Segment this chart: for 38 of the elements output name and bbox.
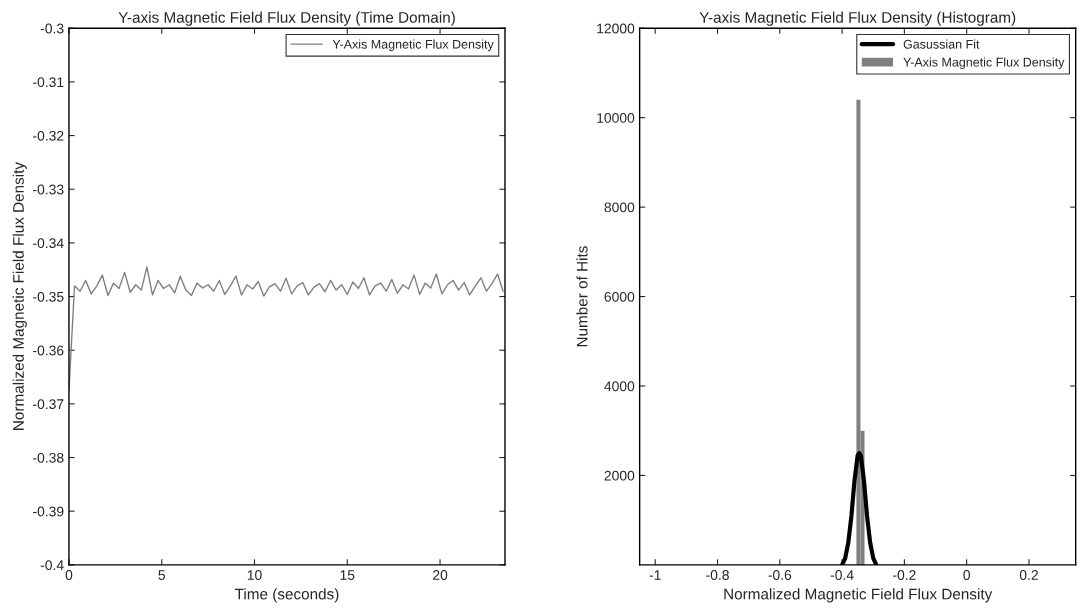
y-tick-label: -0.36	[33, 345, 64, 356]
x-tick-label: -0.4	[830, 570, 854, 580]
x-tick-label: -0.8	[706, 570, 729, 580]
chart-title: Y-axis Magnetic Field Flux Density (Time Domain)	[118, 11, 455, 26]
x-tick-label: 0.2	[1019, 570, 1038, 580]
x-tick-label: 0	[65, 570, 73, 580]
x-tick-label: 20	[433, 570, 448, 580]
y-tick-label: -0.35	[33, 291, 64, 302]
y-tick-label: -0.32	[33, 130, 64, 141]
x-axis-title: Normalized Magnetic Field Flux Density	[724, 588, 993, 603]
y-tick-label: -0.3	[40, 23, 64, 34]
y-tick-label: 10000	[597, 113, 635, 123]
y-tick-label: -0.33	[33, 184, 64, 195]
x-tick-label: 15	[340, 570, 355, 580]
x-tick-label: 10	[247, 570, 262, 580]
y-axis-title: Normalized Magnetic Field Flux Density	[12, 162, 27, 430]
y-tick-label: 8000	[604, 202, 635, 213]
x-tick-label: 0	[963, 570, 970, 580]
y-tick-label: -0.39	[33, 506, 64, 517]
y-tick-label: -0.31	[33, 77, 64, 88]
y-tick-label: 2000	[604, 470, 635, 481]
y-tick-label: -0.37	[33, 399, 64, 410]
y-tick-label: -0.38	[33, 452, 64, 463]
legend-label: Y-Axis Magnetic Flux Density	[332, 39, 494, 52]
legend-label: Gasussian Fit	[903, 39, 980, 49]
y-tick-label: 4000	[604, 381, 635, 392]
legend-label: Y-Axis Magnetic Flux Density	[903, 57, 1065, 70]
y-tick-label: -0.34	[33, 238, 64, 249]
y-tick-label: 6000	[604, 291, 635, 302]
y-axis-title: Number of Hits	[576, 246, 588, 347]
x-tick-label: -0.2	[893, 570, 916, 580]
y-tick-label: -0.4	[40, 560, 64, 571]
x-tick-label: -0.6	[768, 570, 792, 580]
x-tick-label: -1	[649, 570, 661, 580]
y-tick-label: 12000	[597, 23, 635, 34]
x-axis-title: Time (seconds)	[234, 588, 339, 603]
x-tick-label: 5	[158, 570, 166, 580]
chart-title: Y-axis Magnetic Field Flux Density (Histogram)	[699, 11, 1016, 26]
